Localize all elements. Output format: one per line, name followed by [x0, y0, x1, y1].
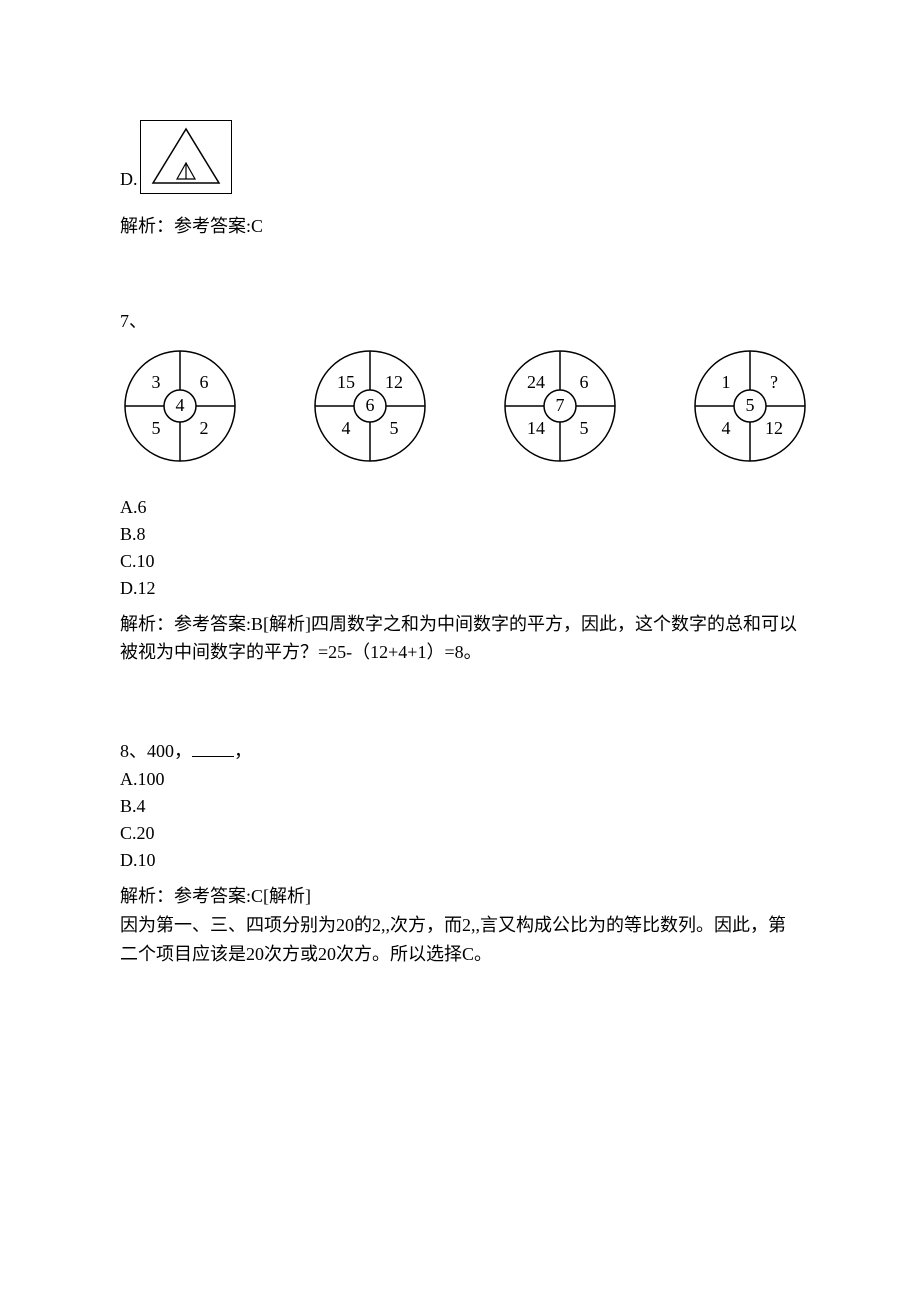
svg-text:6: 6 [580, 372, 589, 392]
svg-text:3: 3 [152, 372, 161, 392]
q6-analysis-text: 参考答案:C [174, 216, 263, 236]
q7-circle-2: 6 15 12 4 5 [310, 346, 430, 466]
svg-text:5: 5 [390, 418, 399, 438]
svg-text:5: 5 [580, 418, 589, 438]
q6-option-d: D. [120, 120, 800, 194]
q7-analysis-text: 参考答案:B[解析]四周数字之和为中间数字的平方，因此，这个数字的总和可以被视为… [120, 614, 797, 663]
svg-text:1: 1 [722, 372, 731, 392]
q7-option-d: D.12 [120, 575, 800, 602]
q7-option-c: C.10 [120, 548, 800, 575]
svg-text:4: 4 [176, 395, 185, 415]
q6-analysis-label: 解析： [120, 216, 174, 236]
q8-analysis-line1: 参考答案:C[解析] [174, 886, 311, 906]
q8-stem-suffix: ， [234, 741, 252, 761]
q8-blank [192, 756, 234, 757]
q8-analysis-line2: 因为第一、三、四项分别为20的2,,次方，而2,,言又构成公比为的等比数列。因此… [120, 915, 786, 964]
q7-block: 7、 43652 6151245 7246145 51?412 A.6 B.8 … [120, 307, 800, 667]
q7-analysis-label: 解析： [120, 614, 174, 634]
svg-text:15: 15 [337, 372, 355, 392]
q8-analysis-label: 解析： [120, 886, 174, 906]
svg-text:7: 7 [556, 395, 565, 415]
svg-text:4: 4 [342, 418, 351, 438]
q8-option-c: C.20 [120, 820, 800, 847]
svg-text:6: 6 [366, 395, 375, 415]
svg-text:12: 12 [385, 372, 403, 392]
q8-analysis: 解析：参考答案:C[解析] 因为第一、三、四项分别为20的2,,次方，而2,,言… [120, 882, 800, 968]
q8-option-d: D.10 [120, 847, 800, 874]
q7-number: 7、 [120, 307, 800, 336]
q6-option-d-label: D. [120, 165, 138, 194]
svg-text:?: ? [770, 372, 778, 392]
svg-text:24: 24 [527, 372, 545, 392]
q8-stem-prefix: 8、400， [120, 741, 192, 761]
q6-option-d-figure [140, 120, 232, 194]
q7-option-a: A.6 [120, 494, 800, 521]
q7-circle-1: 43 6 5 2 [120, 346, 240, 466]
q7-circle-4: 51? 4 12 [690, 346, 810, 466]
q7-circle-3: 7 24 6 14 5 [500, 346, 620, 466]
q8-block: 8、400， ， A.100 B.4 C.20 D.10 解析：参考答案:C[解析… [120, 737, 800, 968]
q8-option-a: A.100 [120, 766, 800, 793]
q7-options: A.6 B.8 C.10 D.12 [120, 494, 800, 602]
triangle-icon [149, 127, 223, 187]
svg-text:6: 6 [200, 372, 209, 392]
q8-option-b: B.4 [120, 793, 800, 820]
q7-option-b: B.8 [120, 521, 800, 548]
q8-options: A.100 B.4 C.20 D.10 [120, 766, 800, 874]
svg-text:14: 14 [527, 418, 545, 438]
svg-text:2: 2 [200, 418, 209, 438]
q6-analysis: 解析：参考答案:C [120, 212, 800, 241]
svg-text:4: 4 [722, 418, 731, 438]
q7-analysis: 解析：参考答案:B[解析]四周数字之和为中间数字的平方，因此，这个数字的总和可以… [120, 610, 800, 668]
svg-text:5: 5 [746, 395, 755, 415]
q7-diagrams: 43652 6151245 7246145 51?412 [120, 346, 800, 466]
q8-stem: 8、400， ， [120, 737, 800, 766]
svg-text:12: 12 [765, 418, 783, 438]
svg-text:5: 5 [152, 418, 161, 438]
